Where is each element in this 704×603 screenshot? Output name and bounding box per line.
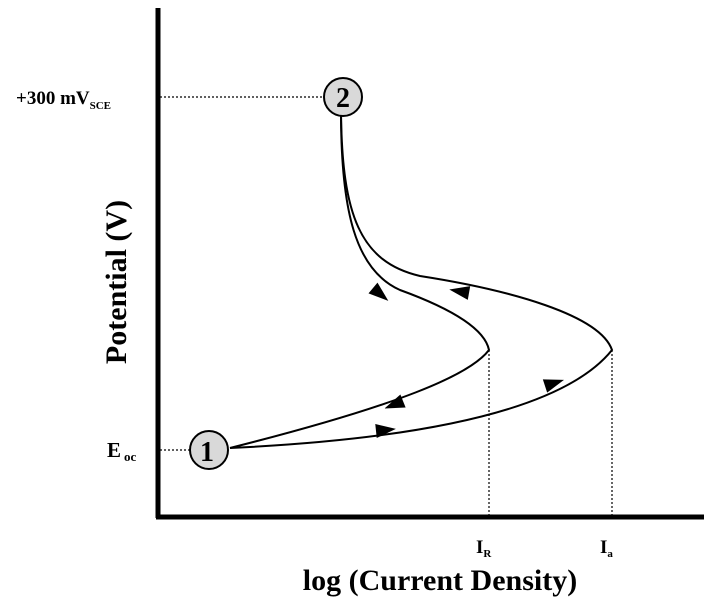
x-tick-ir: IR [476, 537, 492, 560]
y-tick-vertex-main: +300 mV [16, 88, 90, 109]
x-tick-ia-sub: a [607, 548, 613, 560]
y-tick-eoc-sub: oc [124, 449, 137, 464]
arrow-forward-lower [375, 424, 396, 438]
point-marker-vertex-label: 2 [336, 83, 350, 114]
arrow-reverse-upper [449, 286, 471, 300]
x-tick-ir-sub: R [483, 548, 492, 560]
arrow-reverse-mid [368, 282, 389, 301]
arrow-reverse-lower [384, 394, 406, 409]
y-tick-eoc-main: E [107, 438, 121, 462]
x-tick-ia-main: I [600, 537, 607, 558]
point-marker-start-label: 1 [200, 437, 214, 468]
y-tick-vertex-sub: SCE [90, 100, 111, 112]
x-tick-ia: Ia [600, 537, 613, 560]
arrow-forward-upper [542, 379, 565, 393]
forward-scan-curve [229, 111, 614, 449]
reverse-scan-curve [229, 111, 491, 449]
x-axis-title: log (Current Density) [303, 564, 577, 597]
y-tick-vertex-potential: +300 mVSCE [16, 88, 111, 112]
point-marker-start: 1 [189, 430, 229, 470]
x-tick-ir-main: I [476, 537, 483, 558]
y-axis-title: Potential (V) [100, 200, 133, 364]
point-marker-vertex: 2 [323, 77, 363, 117]
